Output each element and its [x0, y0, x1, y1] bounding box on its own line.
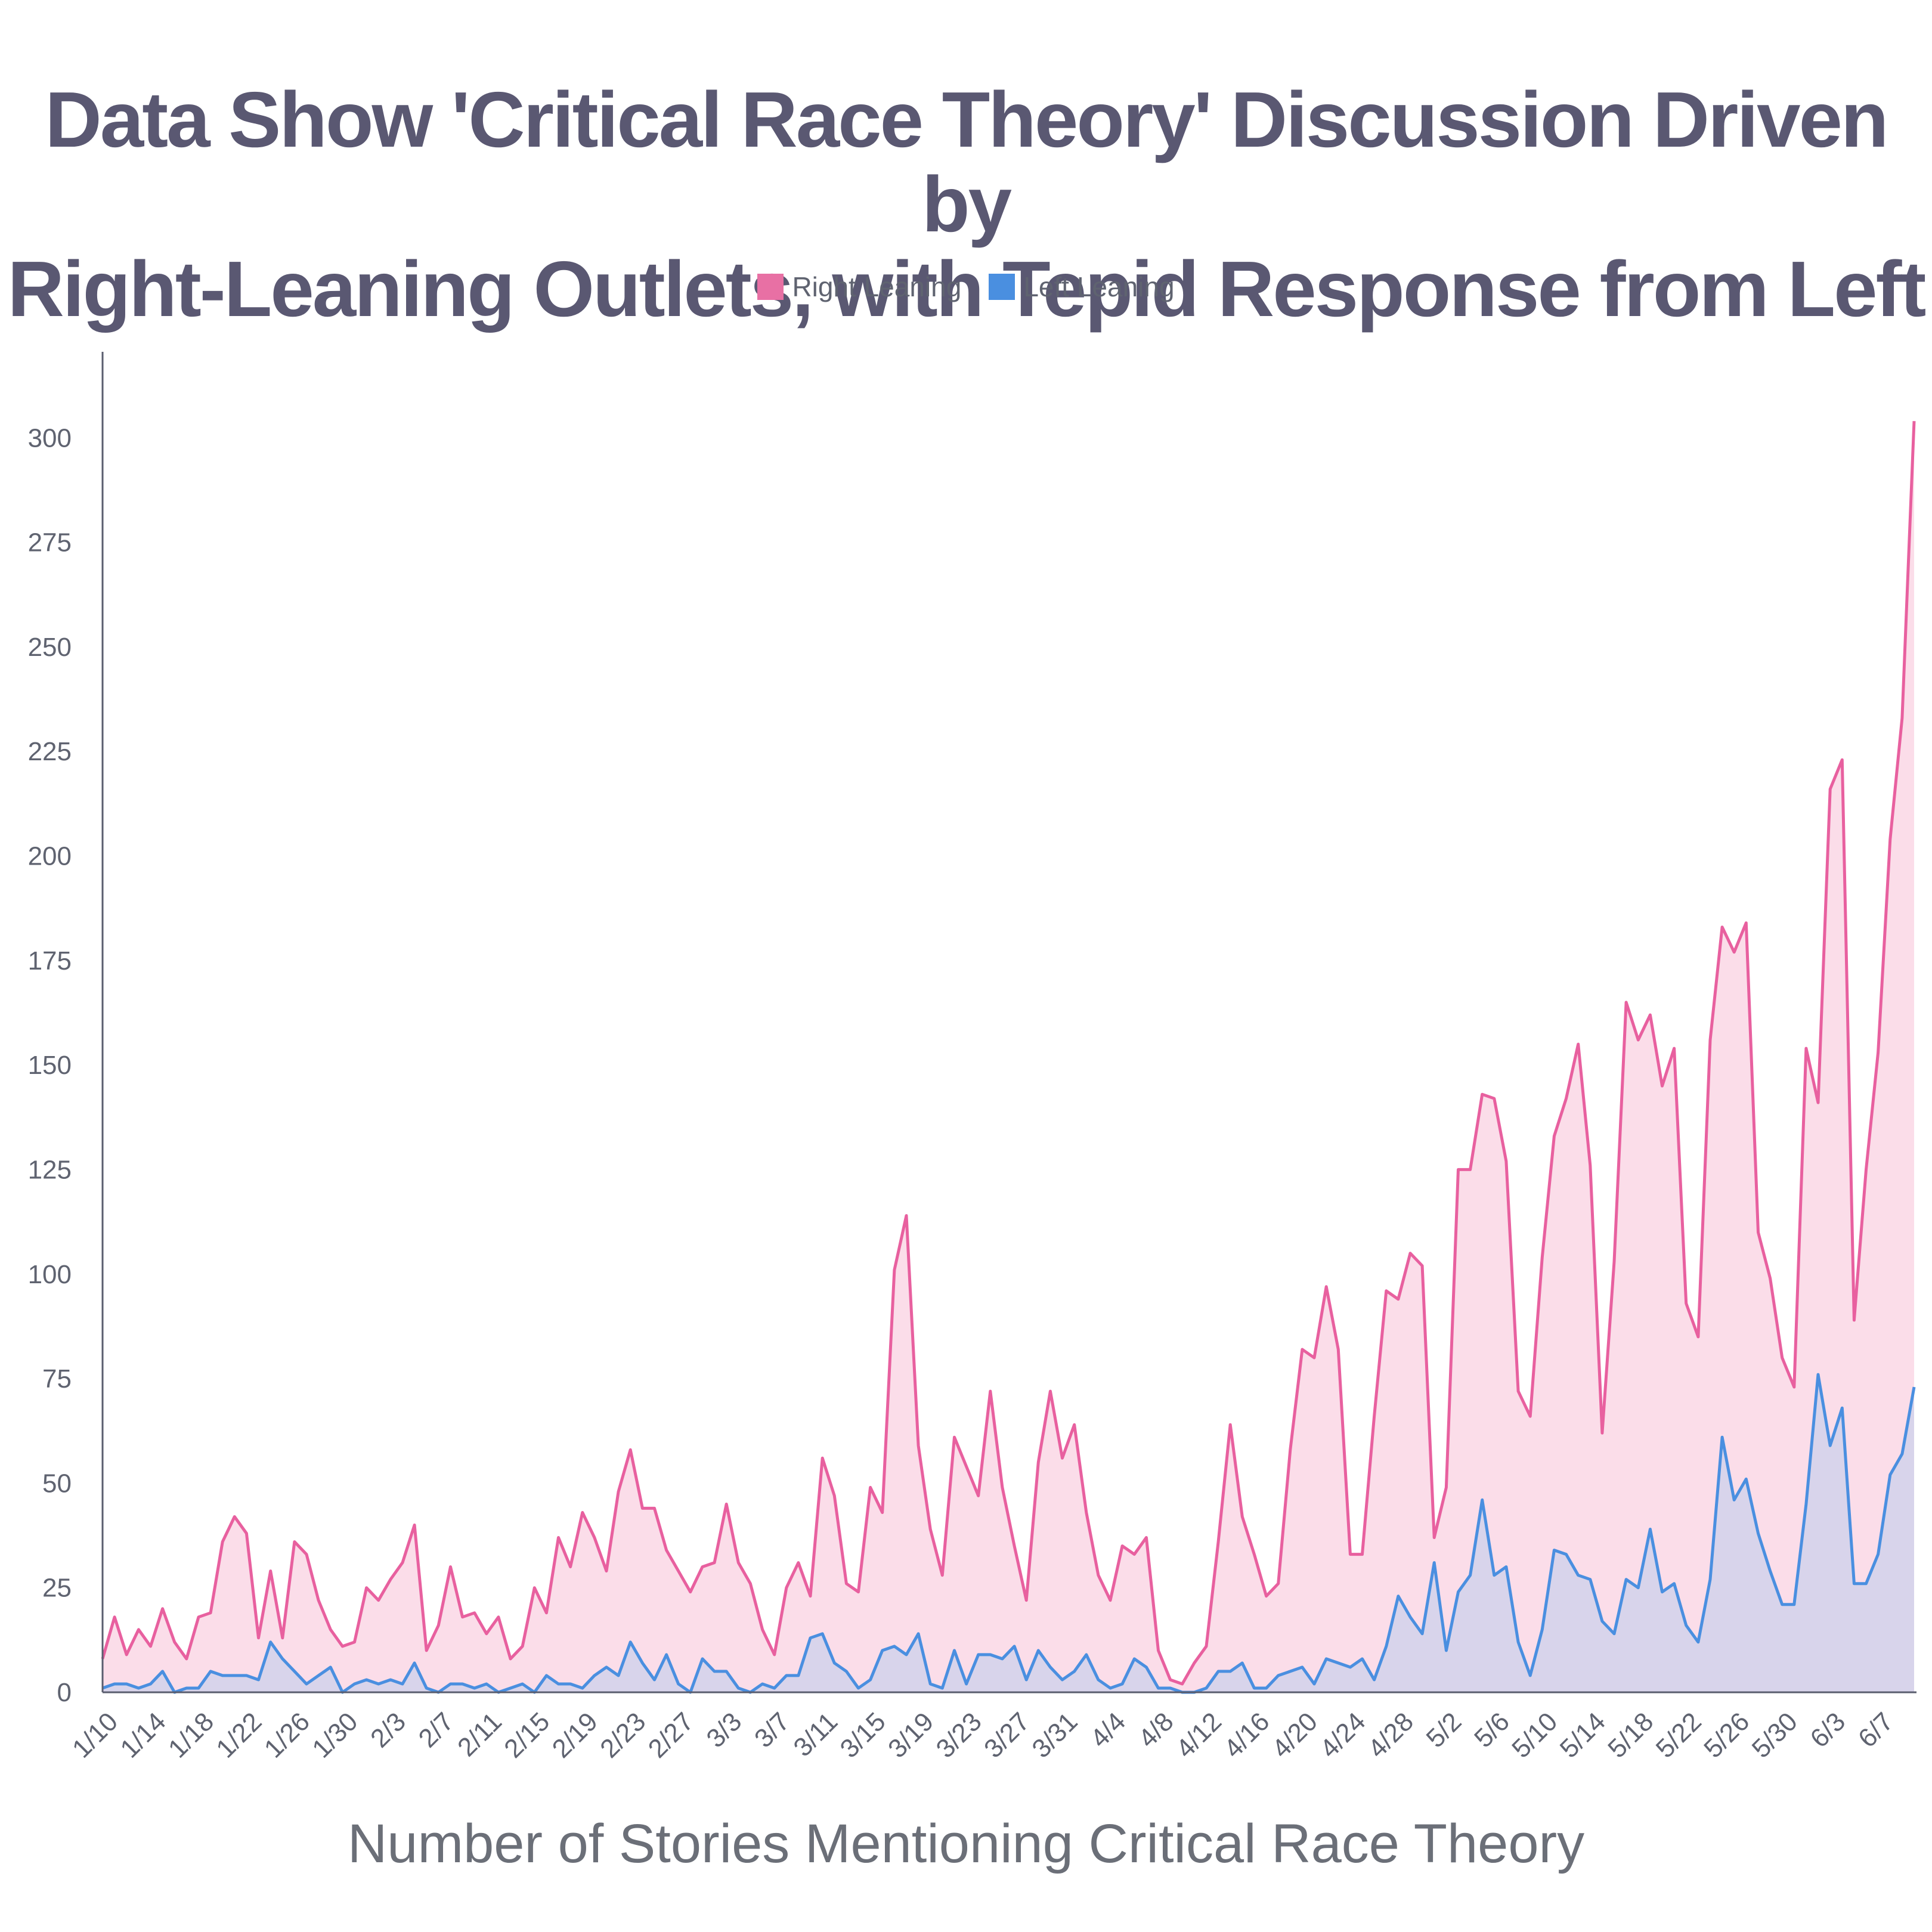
x-tick-label: 3/11 — [788, 1707, 843, 1763]
x-tick-label: 2/15 — [499, 1707, 555, 1763]
series-points-right-leaning — [102, 421, 1915, 1685]
x-tick-label: 2/7 — [413, 1707, 460, 1753]
y-tick-label: 200 — [28, 842, 72, 871]
x-tick-label: 1/14 — [114, 1707, 171, 1764]
y-tick-label: 125 — [28, 1155, 72, 1184]
x-tick-label: 5/22 — [1651, 1707, 1707, 1763]
y-tick-label: 275 — [28, 528, 72, 558]
x-tick-label: 5/14 — [1555, 1707, 1611, 1764]
x-axis-title: Number of Stories Mentioning Critical Ra… — [347, 1813, 1585, 1874]
x-tick-label: 2/19 — [547, 1707, 603, 1764]
area-fill-left-leaning — [103, 1374, 1914, 1692]
y-tick-label: 250 — [28, 633, 72, 662]
x-tick-label: 4/20 — [1267, 1707, 1323, 1763]
x-tick-label: 3/27 — [979, 1707, 1035, 1764]
series-line-left-leaning[interactable] — [102, 1373, 1916, 1694]
x-tick-label: 5/18 — [1602, 1707, 1659, 1764]
y-tick-label: 150 — [28, 1051, 72, 1080]
y-tick-label: 100 — [28, 1260, 72, 1289]
x-tick-label: 1/26 — [259, 1707, 315, 1763]
x-tick-label: 5/30 — [1747, 1707, 1803, 1763]
x-tick-label: 1/10 — [67, 1707, 123, 1763]
y-tick-label: 225 — [28, 737, 72, 766]
legend-item-left-leaning[interactable]: Left Leaning — [989, 271, 1175, 303]
x-tick-label: 5/6 — [1469, 1707, 1515, 1753]
x-tick-label: 4/24 — [1314, 1707, 1371, 1763]
x-tick-label: 1/30 — [306, 1707, 363, 1763]
x-tick-label: 2/3 — [365, 1707, 411, 1754]
legend-swatch-right-leaning — [757, 274, 784, 300]
x-tick-label: 2/27 — [643, 1707, 699, 1763]
y-tick-label: 0 — [57, 1678, 72, 1707]
y-tick-label: 25 — [42, 1574, 72, 1603]
legend: Right Leaning Left Leaning — [0, 271, 1932, 303]
x-tick-label: 2/23 — [595, 1707, 651, 1763]
x-tick-label: 3/23 — [931, 1707, 987, 1763]
y-tick-label: 75 — [42, 1364, 72, 1394]
x-tick-label: 1/18 — [163, 1707, 219, 1764]
legend-label-right-leaning: Right Leaning — [792, 271, 962, 302]
legend-item-right-leaning[interactable]: Right Leaning — [757, 271, 961, 303]
x-tick-label: 5/26 — [1698, 1707, 1755, 1763]
y-tick-label: 300 — [28, 423, 72, 453]
x-tick-label: 6/3 — [1804, 1707, 1851, 1754]
x-tick-label: 4/4 — [1085, 1707, 1131, 1753]
x-tick-label: 4/8 — [1133, 1707, 1179, 1753]
x-tick-label: 4/12 — [1171, 1707, 1227, 1764]
x-tick-label: 3/3 — [701, 1707, 747, 1753]
area-fill-right-leaning — [103, 421, 1914, 1693]
x-tick-label: 4/28 — [1363, 1707, 1419, 1764]
x-tick-label: 4/16 — [1218, 1707, 1275, 1763]
x-tick-label: 2/11 — [452, 1707, 507, 1762]
series-points-left-leaning — [102, 1374, 1915, 1693]
legend-swatch-left-leaning — [989, 274, 1015, 300]
x-tick-label: 3/19 — [883, 1707, 939, 1763]
x-tick-label: 1/22 — [210, 1707, 267, 1763]
y-tick-label: 50 — [42, 1469, 72, 1498]
x-tick-label: 3/15 — [835, 1707, 891, 1763]
chart-title: Data Show 'Critical Race Theory' Discuss… — [7, 76, 1927, 333]
series-line-right-leaning[interactable] — [101, 421, 1916, 1686]
legend-label-left-leaning: Left Leaning — [1023, 271, 1175, 302]
y-tick-label: 175 — [28, 946, 72, 976]
x-tick-label: 5/2 — [1421, 1707, 1467, 1754]
x-tick-label: 6/7 — [1853, 1707, 1899, 1753]
x-tick-label: 5/10 — [1506, 1707, 1563, 1763]
x-tick-label: 3/7 — [749, 1707, 795, 1754]
x-tick-label: 3/31 — [1026, 1707, 1083, 1763]
